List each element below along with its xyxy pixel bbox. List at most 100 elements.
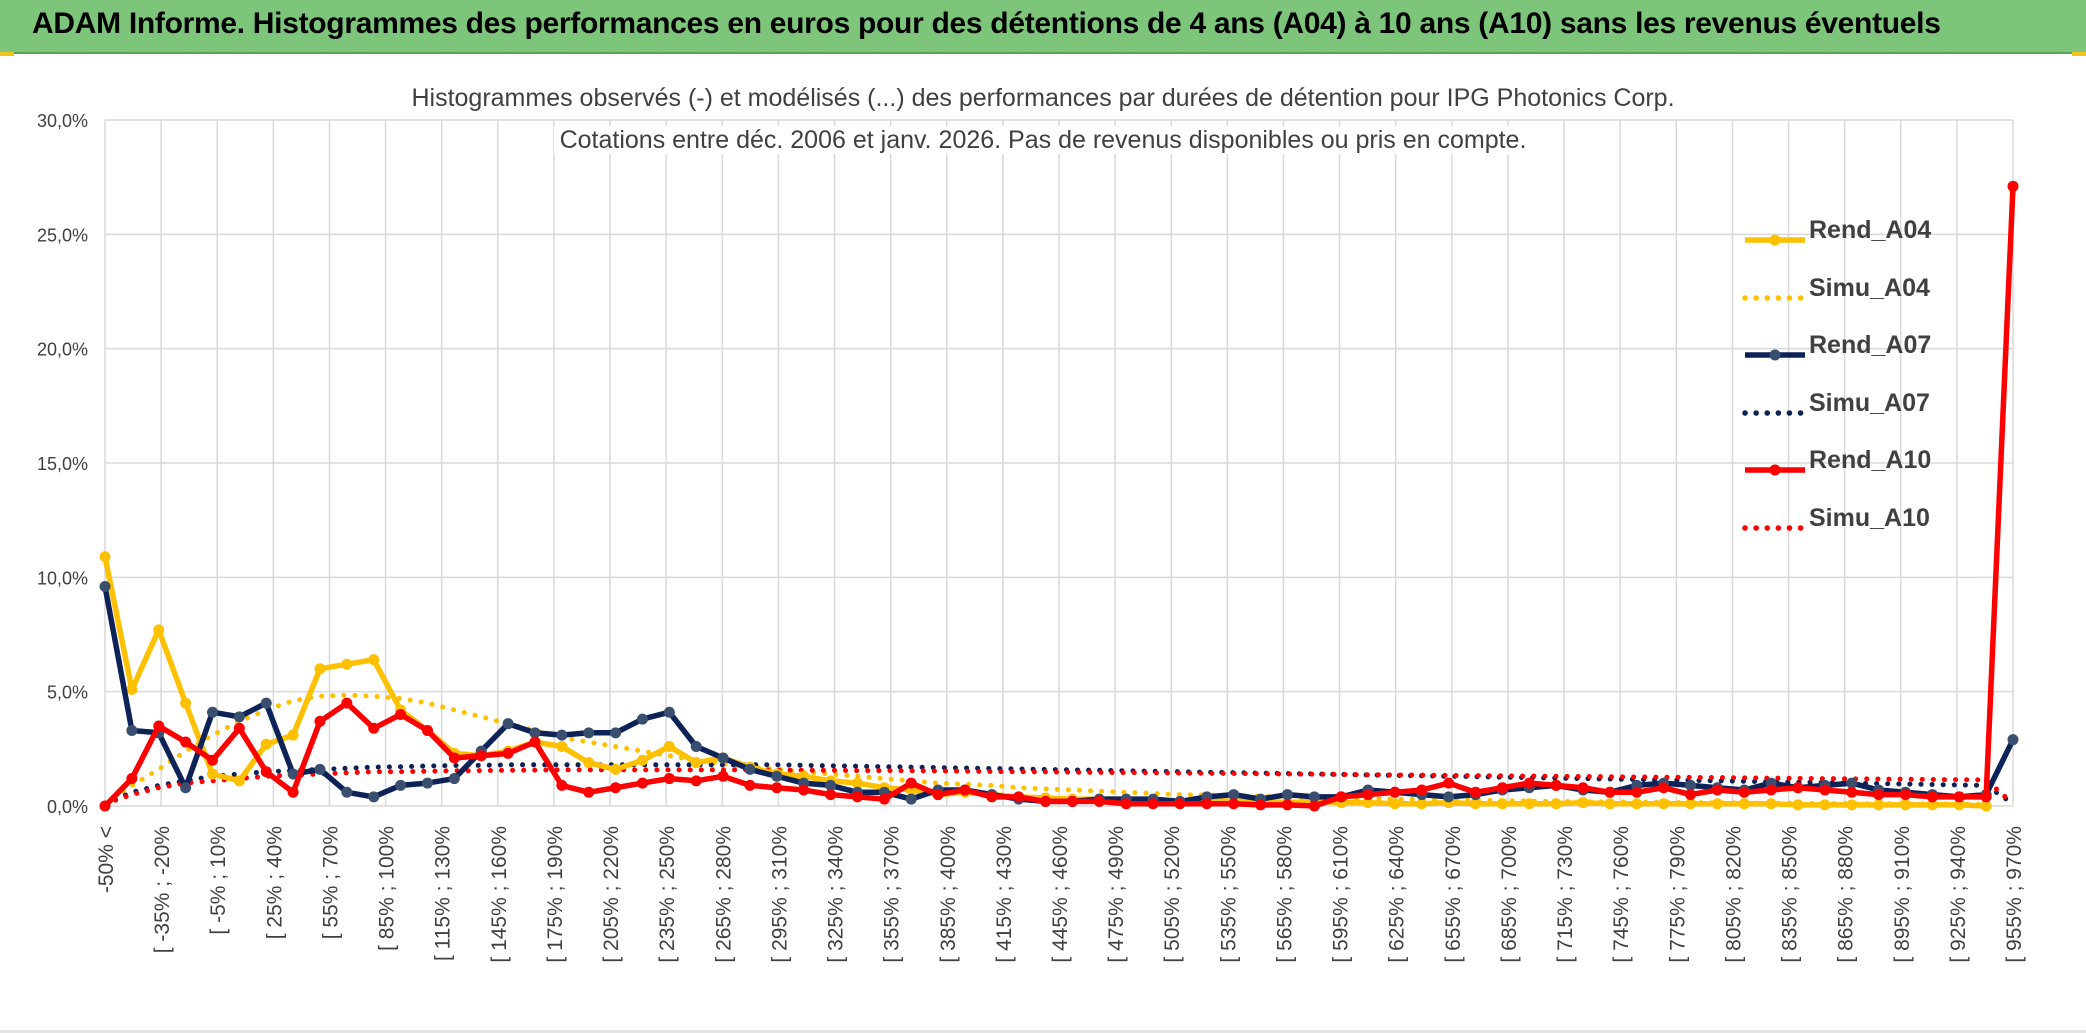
data-point-rend_a04 xyxy=(234,775,245,786)
legend-label: Rend_A07 xyxy=(1809,331,1931,360)
data-point-rend_a04 xyxy=(1873,799,1884,810)
y-tick-label: 15,0% xyxy=(37,454,88,474)
data-point-rend_a10 xyxy=(153,720,164,731)
legend-label: Simu_A04 xyxy=(1809,274,1930,303)
x-tick-label: [ 685% ; 700% xyxy=(1498,826,1521,963)
x-tick-label: [ 265% ; 280% xyxy=(712,826,735,963)
x-tick-label: -50% < xyxy=(95,826,118,893)
data-point-rend_a10 xyxy=(476,750,487,761)
data-point-rend_a10 xyxy=(341,698,352,709)
data-point-rend_a04 xyxy=(288,730,299,741)
data-point-rend_a04 xyxy=(1578,797,1589,808)
data-point-rend_a10 xyxy=(798,784,809,795)
data-point-rend_a04 xyxy=(1819,799,1830,810)
data-point-rend_a10 xyxy=(1873,789,1884,800)
data-point-rend_a07 xyxy=(341,787,352,798)
x-tick-label: [ 145% ; 160% xyxy=(488,826,511,963)
data-point-rend_a10 xyxy=(180,736,191,747)
x-tick-label: [ 475% ; 490% xyxy=(1105,826,1128,963)
data-point-rend_a10 xyxy=(368,723,379,734)
data-point-rend_a04 xyxy=(637,755,648,766)
data-point-rend_a07 xyxy=(1443,791,1454,802)
data-point-rend_a10 xyxy=(1416,784,1427,795)
data-point-rend_a10 xyxy=(1739,787,1750,798)
y-tick-label: 0,0% xyxy=(47,797,88,817)
data-point-rend_a07 xyxy=(126,725,137,736)
data-point-rend_a10 xyxy=(1927,791,1938,802)
data-point-rend_a04 xyxy=(180,698,191,709)
data-point-rend_a10 xyxy=(1443,778,1454,789)
legend-label: Rend_A10 xyxy=(1809,446,1931,475)
x-tick-label: [ 415% ; 430% xyxy=(993,826,1016,963)
data-point-rend_a10 xyxy=(100,801,111,812)
data-point-rend_a10 xyxy=(422,725,433,736)
x-tick-label: [ 235% ; 250% xyxy=(656,826,679,963)
legend-item-rend_a04: Rend_A04 xyxy=(1740,212,1950,270)
legend-item-simu_a04: Simu_A04 xyxy=(1740,270,1950,328)
data-point-rend_a10 xyxy=(1094,796,1105,807)
x-tick-label: [ 955% ; 970% xyxy=(2003,826,2026,963)
data-point-rend_a10 xyxy=(207,755,218,766)
data-point-rend_a07 xyxy=(100,581,111,592)
data-point-rend_a10 xyxy=(933,789,944,800)
data-point-rend_a04 xyxy=(664,741,675,752)
legend-item-simu_a10: Simu_A10 xyxy=(1740,500,1950,558)
chart-title: Histogrammes observés (-) et modélisés (… xyxy=(0,84,2086,113)
legend-marker xyxy=(1770,235,1781,246)
data-point-rend_a07 xyxy=(771,771,782,782)
x-tick-label: [ 325% ; 340% xyxy=(825,826,848,963)
data-point-rend_a04 xyxy=(610,764,621,775)
data-point-rend_a04 xyxy=(1739,798,1750,809)
data-point-rend_a07 xyxy=(180,782,191,793)
data-point-rend_a04 xyxy=(1900,799,1911,810)
x-tick-label: [ -5% ; 10% xyxy=(207,826,230,935)
data-point-rend_a10 xyxy=(288,787,299,798)
data-point-rend_a04 xyxy=(261,739,272,750)
data-point-rend_a10 xyxy=(1336,791,1347,802)
y-tick-label: 10,0% xyxy=(37,568,88,588)
data-point-rend_a10 xyxy=(261,766,272,777)
data-point-rend_a07 xyxy=(1282,789,1293,800)
x-tick-label: [ 445% ; 460% xyxy=(1049,826,1072,963)
data-point-rend_a10 xyxy=(314,716,325,727)
x-tick-label: [ 775% ; 790% xyxy=(1666,826,1689,963)
legend-swatch xyxy=(1742,463,1808,477)
x-tick-label: [ 115% ; 130% xyxy=(432,826,455,961)
data-point-rend_a04 xyxy=(207,768,218,779)
data-point-rend_a10 xyxy=(556,780,567,791)
x-tick-label: [ 535% ; 550% xyxy=(1217,826,1240,963)
data-point-rend_a04 xyxy=(368,654,379,665)
data-point-rend_a10 xyxy=(1282,799,1293,810)
data-point-rend_a07 xyxy=(314,764,325,775)
data-point-rend_a10 xyxy=(1067,796,1078,807)
data-point-rend_a10 xyxy=(1121,798,1132,809)
legend-marker xyxy=(1770,465,1781,476)
y-tick-label: 25,0% xyxy=(37,225,88,245)
x-tick-label: [ 865% ; 880% xyxy=(1835,826,1858,963)
data-point-rend_a04 xyxy=(583,757,594,768)
x-tick-label: [ 55% ; 70% xyxy=(319,826,342,939)
data-point-rend_a10 xyxy=(503,748,514,759)
data-point-rend_a10 xyxy=(234,723,245,734)
data-point-rend_a04 xyxy=(1551,798,1562,809)
data-point-rend_a04 xyxy=(1846,799,1857,810)
data-point-rend_a10 xyxy=(1900,789,1911,800)
x-tick-label: [ -35% ; -20% xyxy=(151,826,174,953)
legend-label: Simu_A07 xyxy=(1809,389,1930,418)
data-point-rend_a04 xyxy=(1766,798,1777,809)
data-point-rend_a10 xyxy=(1604,787,1615,798)
data-point-rend_a04 xyxy=(153,624,164,635)
data-point-rend_a10 xyxy=(771,782,782,793)
chart-subtitle: Cotations entre déc. 2006 et janv. 2026.… xyxy=(0,126,2086,155)
data-point-rend_a04 xyxy=(1712,798,1723,809)
x-tick-label: [ 625% ; 640% xyxy=(1386,826,1409,963)
data-point-rend_a10 xyxy=(583,787,594,798)
data-point-rend_a10 xyxy=(1497,782,1508,793)
data-point-rend_a07 xyxy=(744,764,755,775)
data-point-rend_a10 xyxy=(718,771,729,782)
x-tick-label: [ 715% ; 730% xyxy=(1554,826,1577,963)
data-point-rend_a10 xyxy=(1389,787,1400,798)
x-tick-label: [ 565% ; 580% xyxy=(1273,826,1296,963)
data-point-rend_a10 xyxy=(1819,784,1830,795)
data-point-rend_a10 xyxy=(1524,778,1535,789)
